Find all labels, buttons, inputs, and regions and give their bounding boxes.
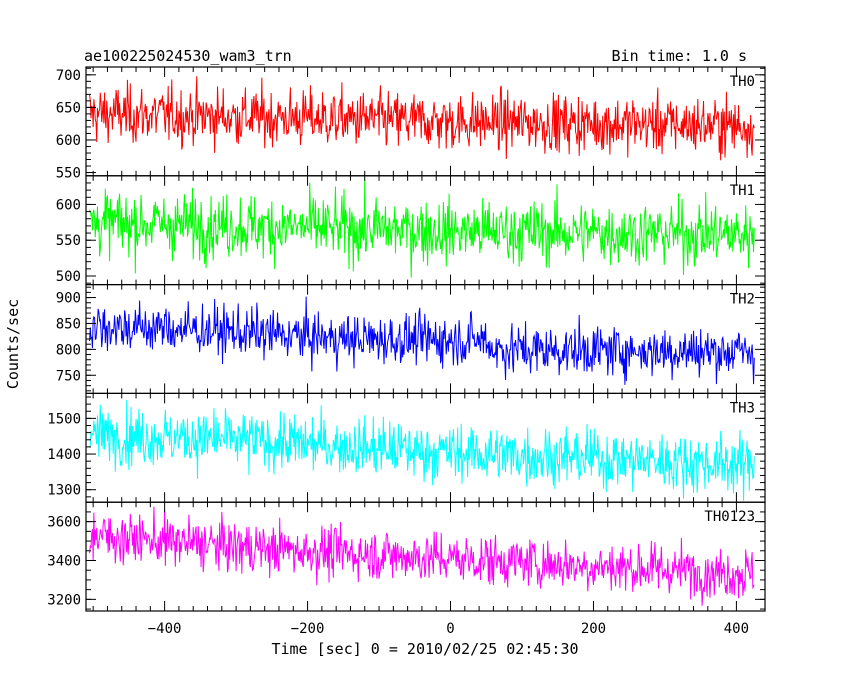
panel-label-th0123: TH0123 bbox=[704, 509, 755, 525]
series-th2 bbox=[89, 296, 755, 385]
y-tick-label: 800 bbox=[56, 342, 81, 358]
panel-label-th0: TH0 bbox=[730, 74, 755, 90]
y-tick-label: 3600 bbox=[47, 515, 81, 531]
panel-label-th3: TH3 bbox=[730, 400, 755, 416]
x-tick-label: −400 bbox=[148, 621, 182, 637]
x-tick-label: 200 bbox=[581, 621, 606, 637]
y-tick-label: 850 bbox=[56, 316, 81, 332]
y-tick-label: 3200 bbox=[47, 592, 81, 608]
y-tick-label: 3400 bbox=[47, 553, 81, 569]
panels-group: TH0 550 600 650 700 TH1 500 550 600 TH2 750 800 850 9… bbox=[47, 66, 766, 637]
y-tick-label: 1500 bbox=[47, 411, 81, 427]
x-tick-label: −200 bbox=[291, 621, 325, 637]
y-tick-label: 650 bbox=[56, 100, 81, 116]
series-th3 bbox=[89, 399, 755, 501]
y-axis-label: Counts/sec bbox=[4, 299, 22, 389]
y-tick-label: 600 bbox=[56, 133, 81, 149]
x-tick-label: 0 bbox=[446, 621, 454, 637]
y-tick-label: 1300 bbox=[47, 483, 81, 499]
series-th0 bbox=[89, 76, 755, 161]
y-tick-label: 600 bbox=[56, 197, 81, 213]
chart-title: ae100225024530_wam3_trn bbox=[84, 47, 292, 65]
panel-frame-th0123 bbox=[85, 501, 766, 612]
series-th0123 bbox=[89, 506, 755, 606]
x-axis-label: Time [sec] 0 = 2010/02/25 02:45:30 bbox=[271, 640, 578, 658]
y-tick-label: 900 bbox=[56, 291, 81, 307]
y-tick-label: 550 bbox=[56, 166, 81, 182]
y-tick-label: 500 bbox=[56, 269, 81, 285]
series-th1 bbox=[89, 179, 755, 278]
panel-label-th1: TH1 bbox=[730, 183, 755, 199]
y-tick-label: 1400 bbox=[47, 447, 81, 463]
y-tick-label: 750 bbox=[56, 368, 81, 384]
x-tick-label: 400 bbox=[724, 621, 749, 637]
panel-label-th2: TH2 bbox=[730, 292, 755, 308]
bin-time-label: Bin time: 1.0 s bbox=[612, 47, 747, 65]
y-tick-label: 550 bbox=[56, 233, 81, 249]
y-tick-label: 700 bbox=[56, 68, 81, 84]
